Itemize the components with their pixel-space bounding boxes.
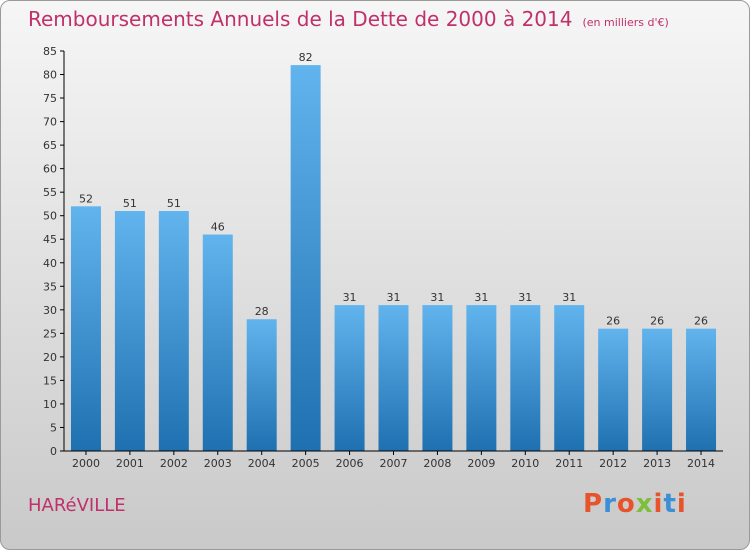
y-tick-label: 80 (43, 69, 57, 82)
bar-value-label: 31 (387, 291, 401, 304)
y-tick-label: 35 (43, 280, 57, 293)
bar-value-label: 31 (474, 291, 488, 304)
x-tick-label: 2000 (72, 457, 100, 470)
bar-value-label: 26 (694, 315, 708, 328)
title-text: Remboursements Annuels de la Dette de 20… (28, 7, 573, 31)
y-tick-label: 25 (43, 327, 57, 340)
y-tick-label: 0 (50, 445, 57, 458)
bar-value-label: 28 (255, 305, 269, 318)
bar (510, 305, 541, 451)
logo-letter: i (653, 489, 664, 519)
x-tick-label: 2006 (336, 457, 364, 470)
x-tick-label: 2002 (160, 457, 188, 470)
bar (290, 65, 321, 451)
y-tick-label: 5 (50, 421, 57, 434)
bar (202, 234, 233, 451)
proxiti-logo: Proxiti (583, 489, 687, 519)
y-tick-label: 75 (43, 92, 57, 105)
city-name: HARéVILLE (28, 495, 126, 516)
logo-letter: o (616, 489, 636, 519)
y-tick-label: 65 (43, 139, 57, 152)
logo-letter: x (635, 489, 654, 519)
bar (422, 305, 453, 451)
logo-letter: r (603, 489, 617, 519)
bar (70, 206, 101, 451)
bar (642, 328, 673, 451)
bar-value-label: 31 (343, 291, 357, 304)
x-tick-label: 2008 (423, 457, 451, 470)
logo-letter: P (583, 489, 604, 519)
bar-value-label: 31 (518, 291, 532, 304)
x-tick-label: 2004 (248, 457, 276, 470)
bar-value-label: 26 (606, 315, 620, 328)
x-tick-label: 2010 (511, 457, 539, 470)
x-tick-label: 2005 (292, 457, 320, 470)
x-tick-label: 2009 (467, 457, 495, 470)
bar-value-label: 82 (299, 51, 313, 64)
chart-title: Remboursements Annuels de la Dette de 20… (28, 7, 669, 31)
y-tick-label: 85 (43, 45, 57, 58)
bar (334, 305, 365, 451)
x-tick-label: 2001 (116, 457, 144, 470)
bar (378, 305, 409, 451)
bar-value-label: 52 (79, 192, 93, 205)
bar (246, 319, 277, 451)
bar-value-label: 46 (211, 221, 225, 234)
bar-value-label: 31 (562, 291, 576, 304)
bar-value-label: 31 (430, 291, 444, 304)
bar (554, 305, 585, 451)
y-tick-label: 20 (43, 351, 57, 364)
y-tick-label: 30 (43, 304, 57, 317)
y-tick-label: 10 (43, 398, 57, 411)
y-tick-label: 50 (43, 210, 57, 223)
y-tick-label: 40 (43, 257, 57, 270)
bar-value-label: 26 (650, 315, 664, 328)
bar (114, 211, 145, 451)
bar-value-label: 51 (167, 197, 181, 210)
y-tick-label: 55 (43, 186, 57, 199)
chart-subtitle: (en milliers d'€) (582, 16, 669, 29)
bar-value-label: 51 (123, 197, 137, 210)
y-tick-label: 70 (43, 116, 57, 129)
bar (598, 328, 629, 451)
y-tick-label: 45 (43, 233, 57, 246)
x-tick-label: 2014 (687, 457, 715, 470)
bar (686, 328, 717, 451)
logo-letter: t (663, 489, 677, 519)
y-tick-label: 15 (43, 374, 57, 387)
x-tick-label: 2003 (204, 457, 232, 470)
bar (466, 305, 497, 451)
logo-letter: i (676, 489, 687, 519)
x-tick-label: 2013 (643, 457, 671, 470)
x-tick-label: 2011 (555, 457, 583, 470)
y-tick-label: 60 (43, 163, 57, 176)
x-tick-label: 2012 (599, 457, 627, 470)
x-tick-label: 2007 (380, 457, 408, 470)
bar (158, 211, 189, 451)
